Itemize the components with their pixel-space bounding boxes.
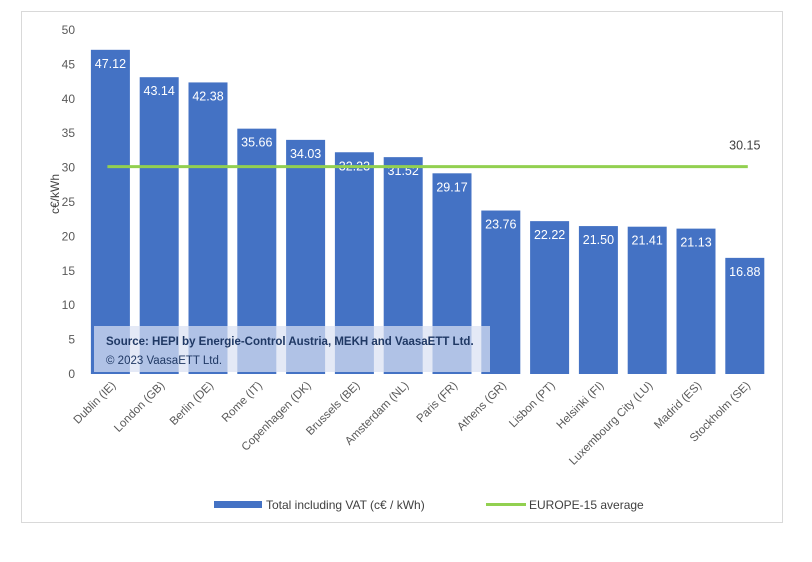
x-tick-label: Lisbon (PT) (507, 380, 558, 431)
bar (188, 82, 228, 374)
bar-chart: c€/kWh 0 5 10 15 20 25 30 35 40 45 50 47.12 43.14 42… (48, 23, 765, 512)
x-tick-label: London (GB) (112, 380, 167, 435)
x-tick-label: Rome (IT) (220, 380, 265, 425)
bar-value-label: 23.76 (485, 218, 516, 232)
legend-swatch-line (486, 503, 526, 506)
average-value-label: 30.15 (729, 139, 760, 153)
bar-value-label: 29.17 (436, 180, 467, 194)
x-tick-label: Helsinki (FI) (555, 380, 607, 432)
bar (139, 77, 179, 374)
bar-value-label: 35.66 (241, 136, 272, 150)
copyright-text: © 2023 VaasaETT Ltd. (106, 355, 222, 367)
y-tick-label: 15 (62, 264, 76, 278)
bar (90, 49, 130, 375)
legend-swatch-bars (214, 501, 262, 508)
y-tick-label: 10 (62, 298, 76, 312)
bar-value-label: 21.13 (680, 236, 711, 250)
bar (627, 226, 667, 374)
bar (530, 221, 570, 374)
bar-value-label: 34.03 (290, 147, 321, 161)
source-annotation: Source: HEPI by Energie-Control Austria,… (94, 326, 490, 372)
x-tick-label: Paris (FR) (415, 380, 461, 426)
chart-frame: c€/kWh 0 5 10 15 20 25 30 35 40 45 50 47.12 43.14 42… (21, 11, 783, 523)
bar-value-label: 47.12 (95, 57, 126, 71)
bar-value-label: 21.50 (583, 233, 614, 247)
y-tick-label: 0 (68, 367, 75, 381)
bar-value-label: 21.41 (632, 234, 663, 248)
y-tick-label: 50 (62, 23, 76, 37)
legend: Total including VAT (c€ / kWh) EUROPE-15… (214, 498, 644, 512)
y-tick-label: 5 (68, 333, 75, 347)
bar-value-label: 43.14 (144, 84, 175, 98)
y-axis-label: c€/kWh (48, 174, 62, 214)
x-tick-label: Dublin (IE) (72, 380, 119, 427)
y-tick-label: 35 (62, 126, 76, 140)
x-tick-label: Berlin (DE) (168, 380, 216, 428)
x-tick-label: Athens (GR) (455, 380, 509, 434)
y-tick-label: 25 (62, 195, 76, 209)
legend-label-line: EUROPE-15 average (529, 498, 644, 512)
x-tick-label: Madrid (ES) (652, 380, 704, 432)
bar (578, 226, 618, 374)
bar (725, 257, 765, 374)
y-tick-label: 40 (62, 92, 76, 106)
y-tick-label: 30 (62, 161, 76, 175)
bar-value-label: 42.38 (192, 89, 223, 103)
y-tick-label: 45 (62, 57, 76, 71)
bar (676, 228, 716, 374)
x-tick-label: Luxembourg City (LU) (567, 380, 655, 468)
y-tick-label: 20 (62, 229, 76, 243)
legend-label-bars: Total including VAT (c€ / kWh) (266, 498, 425, 512)
source-text: Source: HEPI by Energie-Control Austria,… (106, 336, 474, 348)
bar-value-label: 22.22 (534, 228, 565, 242)
bar-value-label: 16.88 (729, 265, 760, 279)
